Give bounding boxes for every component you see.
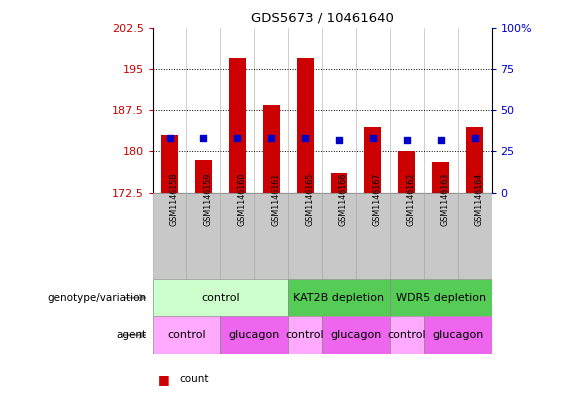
Bar: [390, 279, 492, 316]
Text: GSM1146161: GSM1146161: [271, 173, 280, 226]
Bar: [356, 193, 390, 279]
Text: genotype/variation: genotype/variation: [48, 293, 147, 303]
Text: count: count: [180, 374, 209, 384]
Point: [267, 135, 276, 141]
Text: glucagon: glucagon: [432, 330, 483, 340]
Bar: [229, 58, 246, 193]
Bar: [432, 162, 449, 193]
Text: control: control: [388, 330, 426, 340]
Bar: [195, 160, 212, 193]
Bar: [288, 279, 390, 316]
Point: [301, 135, 310, 141]
Bar: [186, 193, 220, 279]
Text: GSM1146166: GSM1146166: [339, 173, 348, 226]
Point: [402, 137, 411, 143]
Bar: [466, 127, 483, 193]
Point: [470, 135, 479, 141]
Text: control: control: [167, 330, 206, 340]
Text: GSM1146167: GSM1146167: [373, 173, 382, 226]
Bar: [331, 173, 347, 193]
Bar: [153, 193, 186, 279]
Bar: [390, 193, 424, 279]
Bar: [297, 58, 314, 193]
Text: agent: agent: [117, 330, 147, 340]
Text: KAT2B depletion: KAT2B depletion: [293, 293, 385, 303]
Text: control: control: [286, 330, 324, 340]
Text: GSM1146158: GSM1146158: [170, 173, 179, 226]
Bar: [220, 193, 254, 279]
Text: GSM1146160: GSM1146160: [237, 173, 246, 226]
Bar: [424, 316, 492, 354]
Point: [334, 137, 344, 143]
Point: [199, 135, 208, 141]
Bar: [364, 127, 381, 193]
Bar: [288, 316, 322, 354]
Text: GSM1146165: GSM1146165: [305, 173, 314, 226]
Text: ■: ■: [158, 392, 170, 393]
Bar: [263, 105, 280, 193]
Bar: [161, 135, 178, 193]
Bar: [458, 193, 492, 279]
Title: GDS5673 / 10461640: GDS5673 / 10461640: [251, 12, 393, 25]
Text: glucagon: glucagon: [229, 330, 280, 340]
Text: ■: ■: [158, 373, 170, 386]
Bar: [424, 193, 458, 279]
Bar: [153, 279, 288, 316]
Bar: [322, 316, 390, 354]
Bar: [153, 316, 220, 354]
Bar: [390, 316, 424, 354]
Point: [368, 135, 377, 141]
Point: [436, 137, 445, 143]
Bar: [288, 193, 322, 279]
Text: GSM1146163: GSM1146163: [441, 173, 450, 226]
Bar: [220, 316, 288, 354]
Text: GSM1146159: GSM1146159: [203, 173, 212, 226]
Bar: [322, 193, 356, 279]
Text: glucagon: glucagon: [331, 330, 381, 340]
Point: [165, 135, 174, 141]
Text: control: control: [201, 293, 240, 303]
Text: WDR5 depletion: WDR5 depletion: [396, 293, 486, 303]
Text: GSM1146164: GSM1146164: [475, 173, 484, 226]
Point: [233, 135, 242, 141]
Bar: [398, 151, 415, 193]
Bar: [254, 193, 288, 279]
Text: GSM1146162: GSM1146162: [407, 173, 416, 226]
